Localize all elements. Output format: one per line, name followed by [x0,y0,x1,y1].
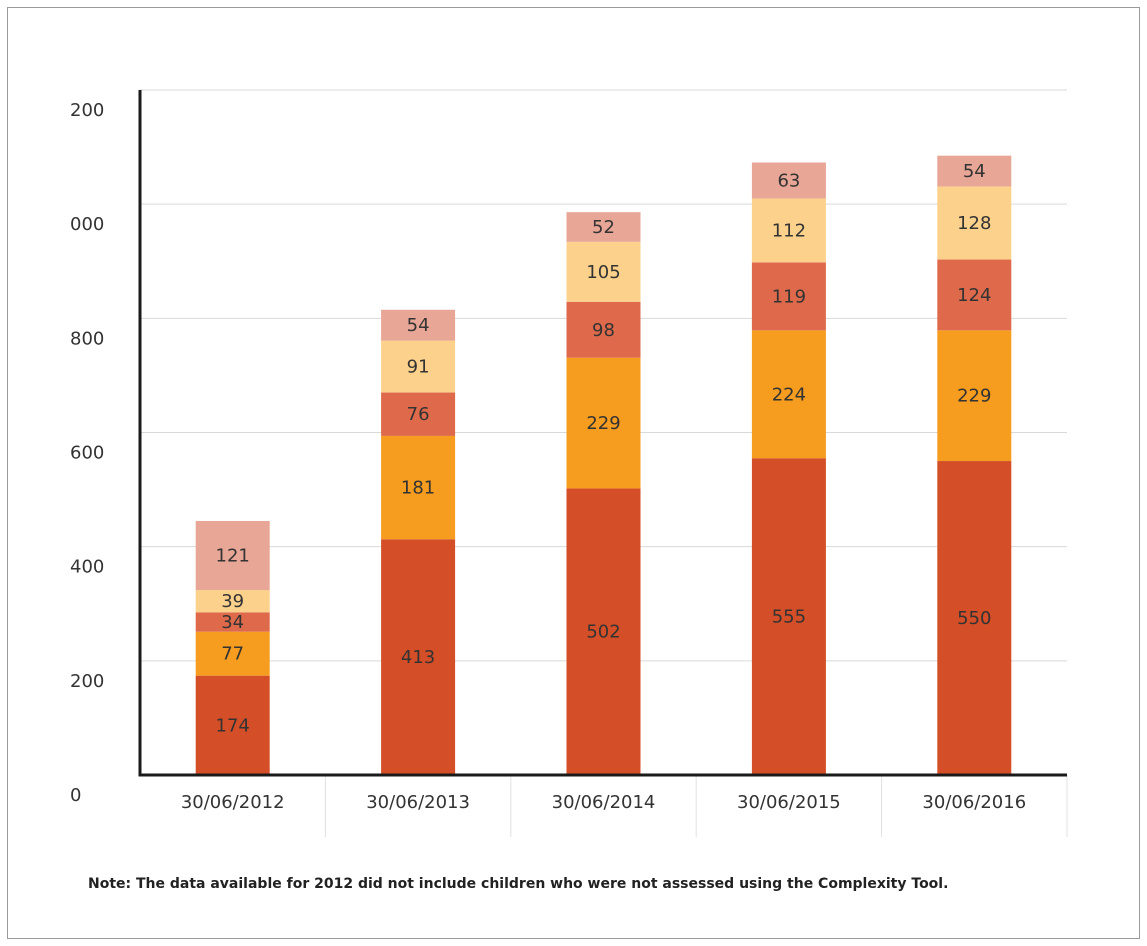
x-tick-label: 30/06/2016 [922,792,1026,813]
bar-segment [751,162,826,199]
bar-segment [751,458,826,775]
y-tick-label: 0 [70,785,81,806]
y-tick-label: 200 [70,671,104,692]
data-label: 98 [592,320,615,341]
data-label: 119 [772,286,806,307]
data-label: 105 [586,262,620,283]
bar-segment [195,590,270,613]
bar-segment [381,539,456,775]
data-label: 39 [221,591,244,612]
x-tick-label: 30/06/2015 [737,792,841,813]
data-label: 121 [216,546,250,567]
axes [138,90,1067,777]
bar-segment [751,198,826,263]
data-label: 52 [592,217,615,238]
bar-segment [566,488,641,775]
data-label: 54 [407,315,430,336]
x-tick-label: 30/06/2012 [181,792,285,813]
bar-segment [937,155,1012,187]
x-tick-label: 30/06/2013 [366,792,470,813]
y-tick-label: 000 [70,214,104,235]
data-label: 112 [772,220,806,241]
bar-segment [937,461,1012,775]
data-label: 174 [216,715,250,736]
bar-segment [195,631,270,676]
bar-segment [751,330,826,459]
data-label: 229 [586,413,620,434]
bar-segment [195,520,270,591]
data-label: 76 [407,404,430,425]
bar-segment [937,186,1012,260]
chart-frame: 174 77 34 39 121 413 181 76 91 54 502 229 98 105 52 555… [7,7,1140,939]
y-tick-label: 400 [70,557,104,578]
data-label: 63 [777,170,800,191]
bar-segment [381,435,456,540]
data-label: 91 [407,357,430,378]
data-label: 77 [221,644,244,665]
bar-segment [751,262,826,331]
y-tick-label: 800 [70,328,104,349]
data-label: 413 [401,647,435,668]
bar-segment [937,330,1012,462]
y-tick-label: 200 [70,100,104,121]
data-label: 54 [963,161,986,182]
bar-segment [937,259,1012,331]
data-label: 555 [772,607,806,628]
data-label: 229 [957,386,991,407]
bar-segment [381,392,456,436]
bar-segment [566,241,641,302]
data-label: 502 [586,622,620,643]
bar-segment [566,357,641,489]
bar-segment [381,309,456,341]
y-tick-label: 600 [70,443,104,464]
data-label: 34 [221,612,244,633]
bar-segment [381,340,456,393]
bar-segment [195,675,270,775]
data-label: 124 [957,285,991,306]
data-label: 550 [957,608,991,629]
bar-segment [566,212,641,242]
chart-note: Note: The data available for 2012 did no… [88,876,949,892]
bar-segment [566,301,641,358]
data-label: 181 [401,478,435,499]
x-tick-label: 30/06/2014 [552,792,656,813]
data-label: 128 [957,213,991,234]
x-tick-labels: 30/06/2012 30/06/2013 30/06/2014 30/06/2015… [181,792,1026,813]
bar-segment [195,612,270,632]
y-tick-labels: 0 200 400 600 800 000 200 [70,100,104,806]
data-label: 224 [772,384,806,405]
